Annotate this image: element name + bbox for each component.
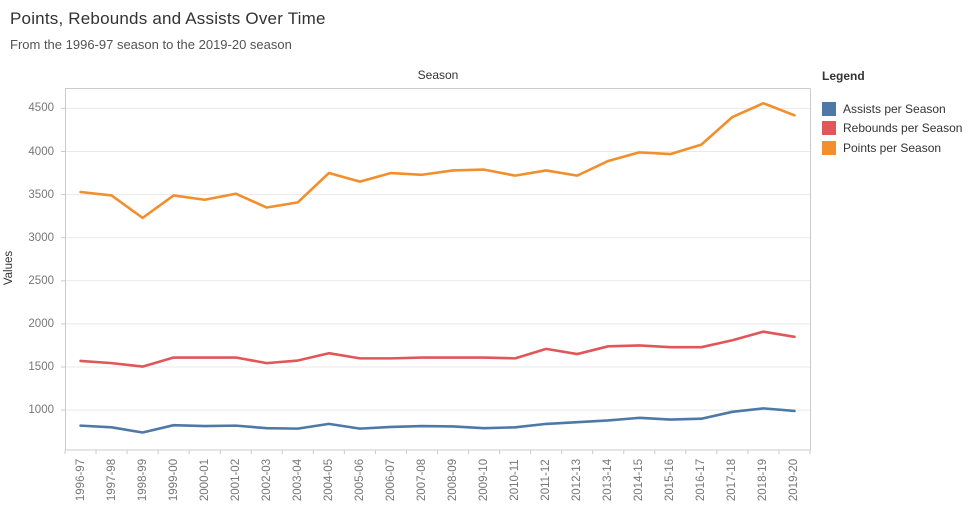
x-tick-label: 2019-20 xyxy=(788,458,801,502)
legend-item-label: Points per Season xyxy=(843,140,942,155)
x-tick-label: 2013-14 xyxy=(602,458,615,502)
series-line-assists-per-season[interactable] xyxy=(79,407,796,434)
legend-item-points[interactable]: Points per Season xyxy=(822,140,962,155)
y-tick-label: 4000 xyxy=(28,145,54,158)
legend: Assists per Season Rebounds per Season P… xyxy=(822,101,962,160)
x-tick-label: 2015-16 xyxy=(664,458,677,502)
series-line-points-per-season[interactable] xyxy=(79,101,796,220)
y-tick-label: 1000 xyxy=(28,404,54,417)
x-tick-label: 2000-01 xyxy=(198,458,211,502)
x-tick-label: 1998-99 xyxy=(136,458,149,502)
x-tick-label: 2002-03 xyxy=(260,458,273,502)
line-chart xyxy=(61,88,811,454)
series-line-rebounds-per-season[interactable] xyxy=(79,330,796,368)
x-tick-label: 2014-15 xyxy=(633,458,646,502)
y-tick-label: 1500 xyxy=(28,361,54,373)
x-tick-label: 2001-02 xyxy=(229,458,242,502)
legend-item-assists[interactable]: Assists per Season xyxy=(822,101,962,116)
legend-item-label: Assists per Season xyxy=(843,101,946,116)
legend-title: Legend xyxy=(822,69,865,83)
x-tick-label: 2008-09 xyxy=(447,458,460,502)
points-color-swatch xyxy=(822,140,836,155)
x-tick-label: 2012-13 xyxy=(571,458,584,502)
rebounds-color-swatch xyxy=(822,121,836,135)
y-tick-label: 3000 xyxy=(28,231,54,244)
x-tick-label: 2010-11 xyxy=(509,459,522,501)
y-tick-label: 2500 xyxy=(28,274,54,287)
x-tick-label: 2005-06 xyxy=(353,458,366,502)
legend-item-label: Rebounds per Season xyxy=(843,121,963,135)
y-tick-label: 2000 xyxy=(28,317,54,330)
x-tick-label: 2007-08 xyxy=(415,458,428,502)
x-tick-label: 2017-18 xyxy=(726,458,739,502)
y-tick-label: 4500 xyxy=(28,102,54,115)
x-tick-label: 2003-04 xyxy=(291,458,304,502)
x-tick-label: 1999-00 xyxy=(167,458,180,502)
assists-color-swatch xyxy=(822,101,836,116)
legend-item-rebounds[interactable]: Rebounds per Season xyxy=(822,121,962,136)
x-tick-label: 2006-07 xyxy=(384,458,397,502)
chart-title: Points, Rebounds and Assists Over Time xyxy=(10,9,326,28)
x-tick-label: 2004-05 xyxy=(322,458,335,502)
chart-subtitle: From the 1996-97 season to the 2019-20 s… xyxy=(10,37,292,52)
x-tick-label: 2016-17 xyxy=(695,458,708,502)
x-axis-caption: Season xyxy=(417,68,459,82)
y-axis-label: Values xyxy=(3,250,15,286)
x-tick-label: 1997-98 xyxy=(105,458,118,502)
x-tick-label: 2018-19 xyxy=(757,458,770,502)
x-tick-label: 1996-97 xyxy=(74,458,87,502)
x-tick-label: 2011-12 xyxy=(540,459,553,501)
y-tick-label: 3500 xyxy=(28,188,54,201)
x-tick-label: 2009-10 xyxy=(478,458,491,502)
